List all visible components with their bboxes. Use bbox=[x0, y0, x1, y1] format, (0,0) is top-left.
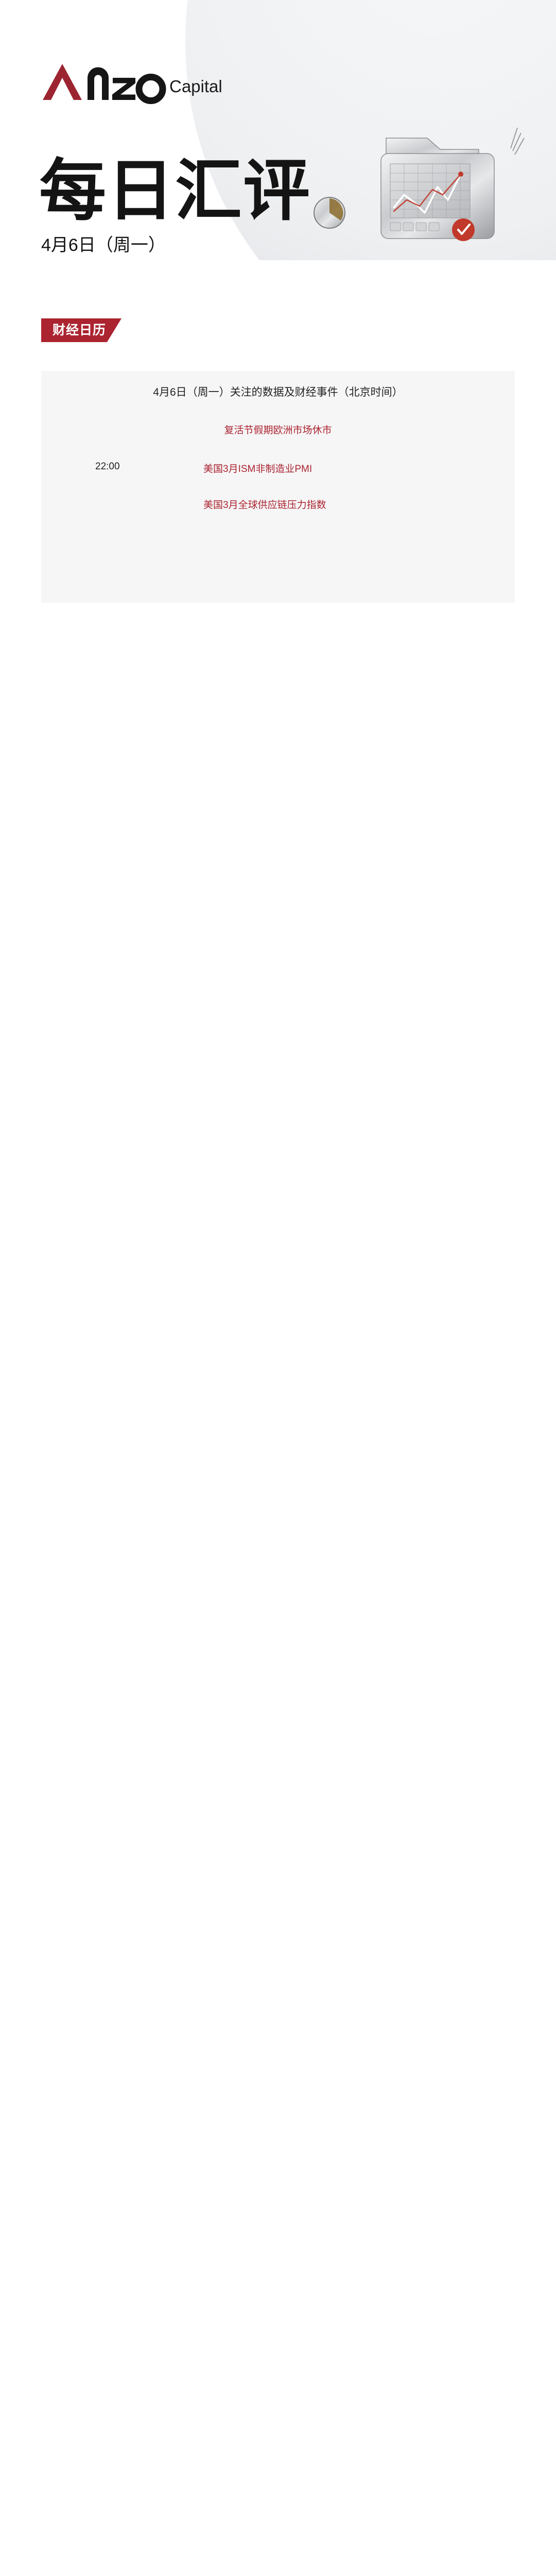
svg-text:Capital: Capital bbox=[169, 77, 222, 96]
